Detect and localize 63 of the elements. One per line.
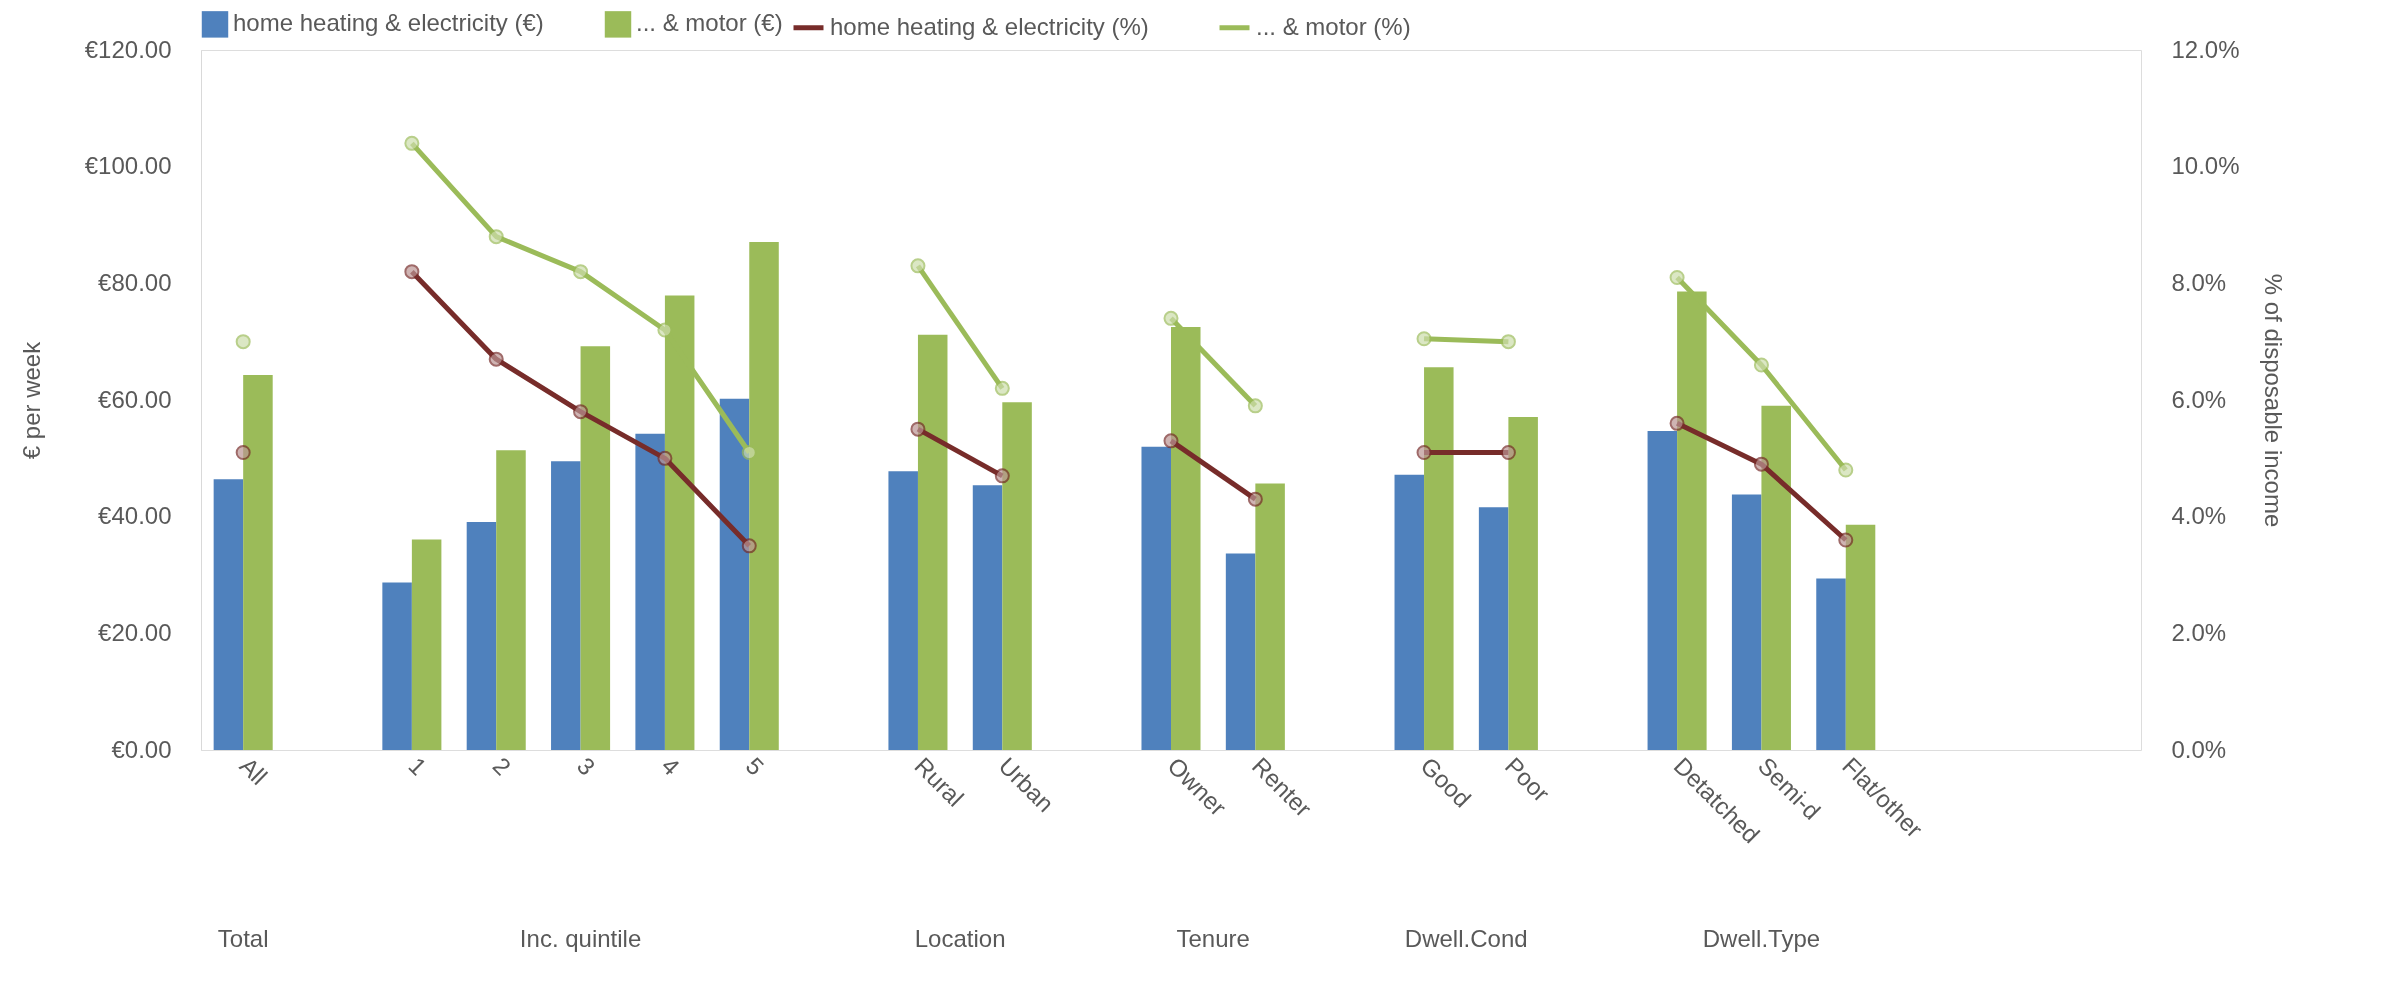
point [235,444,251,461]
text: Inc. quintile [519,925,642,952]
x-tick-label: 4 [656,751,685,781]
y2-tick-label: 12.0% [2171,35,2240,63]
y-tick-label: €0.00 [111,735,172,763]
point [1416,444,1432,461]
legend-label: home heating & electricity (€) [233,9,544,37]
bar [888,471,918,750]
bar [1141,446,1171,750]
y2-axis-title: % of disposable income [2259,273,2287,528]
point [1669,269,1685,286]
text: Dwell.Type [1702,925,1821,952]
bar [496,450,526,750]
bar [1647,430,1678,750]
y-axis-title: € per week [17,340,45,460]
bar [1731,494,1762,750]
point [235,334,251,350]
text: Dwell.Cond [1404,925,1528,952]
text: Location [914,925,1006,952]
x-tick-label: 5 [740,751,770,781]
y-tick-label: €40.00 [98,502,172,530]
y-tick-label: €60.00 [98,385,172,413]
x-tick-label: All [234,751,273,790]
y2-tick-label: 10.0% [2171,152,2240,180]
x-tick-label: 2 [487,751,517,781]
y-tick-label: €20.00 [98,618,172,646]
point [741,538,757,554]
y2-tick-label: 0.0% [2171,735,2227,763]
bar [1394,474,1425,750]
y-tick-label: €120.00 [84,35,172,63]
bar [213,479,244,750]
bar [411,539,442,750]
bar [1845,524,1876,750]
bar [635,433,665,750]
text: Total [217,925,269,952]
text: Tenure [1176,925,1250,952]
bar [1816,578,1846,750]
y2-tick-label: 4.0% [2171,502,2227,530]
bar [382,582,412,750]
point [1753,357,1769,373]
legend-label: ... & motor (€) [636,9,783,37]
x-tick-label: 1 [403,751,432,781]
y2-tick-label: 8.0% [2171,268,2227,296]
bar [972,485,1003,750]
bar [1002,402,1032,750]
bar [243,374,273,750]
legend-label: home heating & electricity (%) [830,12,1149,40]
bar [1255,483,1285,750]
point [1500,444,1516,461]
y-tick-label: €100.00 [84,152,172,180]
bar [1478,507,1509,750]
y-tick-label: €80.00 [98,268,172,296]
legend-label: ... & motor (%) [1256,12,1411,40]
bar [1508,416,1538,750]
y2-tick-label: 6.0% [2171,385,2227,413]
y2-tick-label: 2.0% [2171,618,2227,646]
point [657,450,673,466]
bar [1225,553,1256,750]
bar [466,521,497,750]
x-tick-label: 3 [572,751,601,781]
bar [719,398,750,750]
bar [580,346,611,750]
bar [551,461,581,750]
